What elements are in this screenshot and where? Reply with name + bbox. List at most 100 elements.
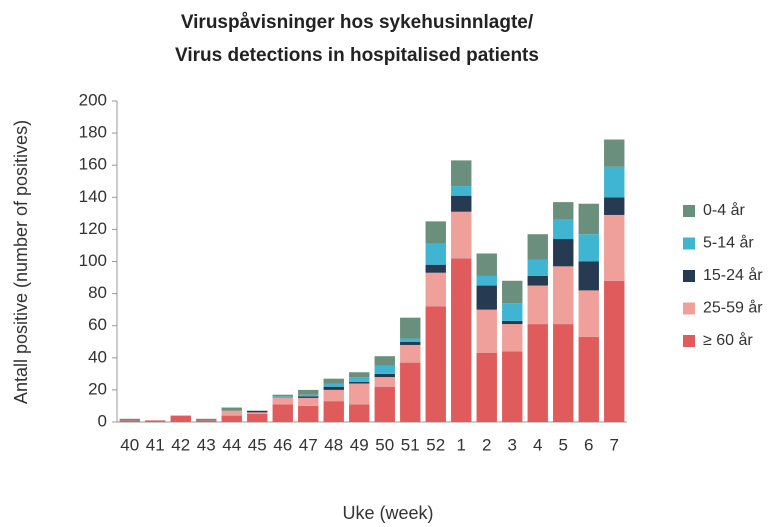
- y-tick-label: 160: [79, 155, 107, 174]
- y-tick-label: 120: [79, 219, 107, 238]
- bar-segment: [247, 412, 268, 414]
- x-tick-label: 6: [584, 435, 593, 454]
- bar-segment: [374, 356, 395, 366]
- bar-segment: [527, 275, 548, 286]
- bar-segment: [221, 415, 242, 422]
- legend-swatch: [683, 270, 695, 282]
- y-tick-label: 140: [79, 187, 107, 206]
- bar-segment: [298, 397, 319, 406]
- bar-segment: [527, 259, 548, 276]
- bar-segment: [476, 275, 497, 286]
- legend-swatch: [683, 335, 695, 347]
- bar-segment: [349, 377, 370, 382]
- bar-segment: [400, 317, 421, 339]
- legend-swatch: [683, 237, 695, 250]
- bar-segment: [553, 202, 574, 220]
- bar-segment: [374, 386, 395, 422]
- bar-segment: [298, 396, 319, 398]
- y-tick-label: 40: [88, 347, 107, 366]
- bar-segment: [502, 324, 523, 352]
- bar-segment: [145, 420, 166, 422]
- bar-segment: [604, 166, 625, 198]
- y-tick-label: 80: [88, 283, 107, 302]
- y-tick-label: 180: [79, 123, 107, 142]
- x-tick-label: 51: [401, 435, 420, 454]
- bar-segment: [400, 362, 421, 422]
- bar-segment: [221, 410, 242, 416]
- bar-segment: [272, 394, 293, 397]
- x-tick-label: 41: [146, 435, 165, 454]
- bar-segment: [476, 253, 497, 276]
- bar-segment: [451, 211, 472, 259]
- bar-segment: [502, 280, 523, 304]
- x-tick-label: 46: [273, 435, 292, 454]
- bar-segment: [221, 407, 242, 411]
- y-tick-label: 20: [88, 379, 107, 398]
- bar-segment: [247, 413, 268, 422]
- bar-segment: [323, 401, 344, 422]
- bar-segment: [476, 352, 497, 422]
- bar-segment: [578, 290, 599, 337]
- x-tick-label: 45: [248, 435, 267, 454]
- bar-segment: [604, 214, 625, 281]
- bar-segment: [451, 160, 472, 187]
- bar-segment: [272, 404, 293, 422]
- bar-segment: [527, 285, 548, 325]
- bar-segment: [425, 306, 446, 422]
- bar-segment: [298, 405, 319, 422]
- legend-label: ≥ 60 år: [703, 331, 753, 349]
- x-tick-label: 2: [482, 435, 491, 454]
- x-tick-label: 44: [222, 435, 241, 454]
- bar-segment: [451, 195, 472, 212]
- bar-segment: [425, 243, 446, 265]
- bar-segment: [425, 272, 446, 307]
- bar-segment: [272, 397, 293, 405]
- x-tick-label: 48: [324, 435, 343, 454]
- bar-segment: [553, 324, 574, 422]
- bar-segment: [349, 381, 370, 384]
- bar-segment: [349, 383, 370, 405]
- y-axis-label: Antall positive (number of positives): [11, 120, 31, 404]
- bar-segment: [578, 203, 599, 235]
- bar-segment: [502, 320, 523, 325]
- bar-segment: [553, 219, 574, 240]
- bar-segment: [323, 389, 344, 402]
- x-axis-label: Uke (week): [342, 503, 433, 523]
- bar-segment: [323, 386, 344, 390]
- bar-segment: [349, 372, 370, 378]
- legend-swatch: [683, 205, 695, 217]
- legend-label: 25-59 år: [703, 299, 763, 317]
- x-tick-label: 1: [457, 435, 466, 454]
- bar-segment: [374, 365, 395, 374]
- bar-segment: [502, 303, 523, 321]
- x-tick-label: 40: [120, 435, 139, 454]
- x-tick-label: 47: [299, 435, 318, 454]
- bar-segment: [553, 266, 574, 325]
- bar-segment: [196, 418, 217, 421]
- bar-segment: [578, 336, 599, 422]
- bar-segment: [400, 344, 421, 363]
- bar-segment: [170, 415, 191, 422]
- x-tick-label: 52: [426, 435, 445, 454]
- bar-segment: [400, 338, 421, 342]
- bar-segment: [604, 197, 625, 215]
- bar-segment: [119, 420, 140, 422]
- bar-segment: [400, 341, 421, 345]
- x-tick-label: 50: [375, 435, 394, 454]
- x-tick-label: 49: [350, 435, 369, 454]
- bar-segment: [196, 420, 217, 422]
- x-tick-label: 42: [171, 435, 190, 454]
- bar-segment: [119, 418, 140, 421]
- legend-label: 15-24 år: [703, 266, 763, 284]
- x-tick-label: 7: [610, 435, 619, 454]
- x-tick-label: 4: [533, 435, 542, 454]
- bar-segment: [349, 404, 370, 422]
- bar-segment: [578, 234, 599, 262]
- bar-segment: [578, 261, 599, 291]
- bar-segment: [272, 396, 293, 398]
- bar-segment: [553, 239, 574, 267]
- legend-label: 0-4 år: [703, 201, 745, 219]
- bar-segment: [298, 389, 319, 395]
- y-tick-label: 0: [98, 411, 107, 430]
- bar-segment: [451, 186, 472, 196]
